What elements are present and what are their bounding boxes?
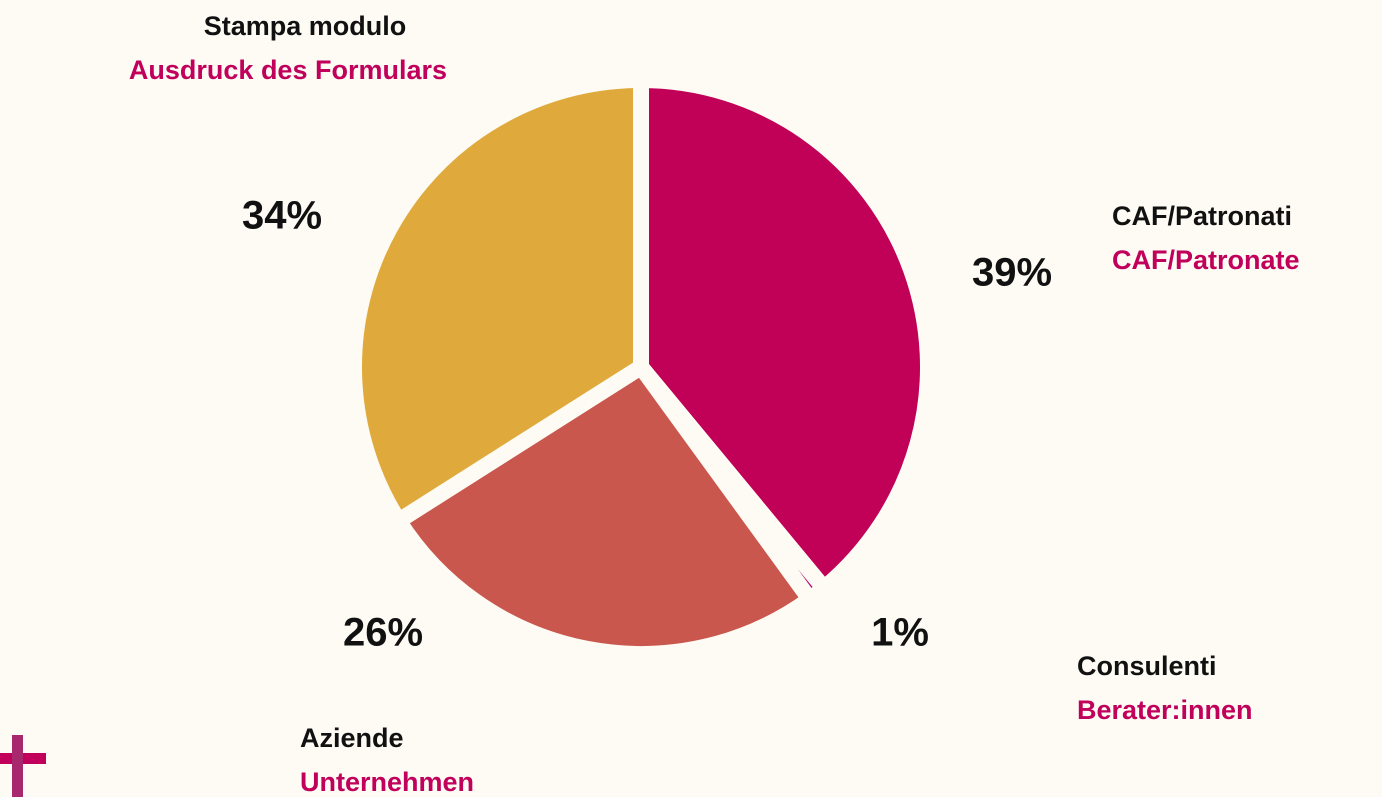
category-label-de: Unternehmen <box>300 767 474 797</box>
value-label: 26% <box>343 611 423 655</box>
value-label: 1% <box>871 611 929 655</box>
category-label: CAF/Patronati <box>1112 201 1292 231</box>
plus-icon <box>0 735 46 797</box>
value-label: 39% <box>972 251 1052 295</box>
category-label: Aziende <box>300 723 404 753</box>
pie-slice <box>633 71 936 600</box>
category-label: Stampa modulo <box>204 11 407 41</box>
pie-slice <box>387 356 821 662</box>
value-label: 34% <box>242 194 322 238</box>
pie-slice <box>346 71 649 532</box>
category-label-de: Ausdruck des Formulars <box>129 55 447 85</box>
category-label: Consulenti <box>1077 651 1217 681</box>
category-label-de: Berater:innen <box>1077 695 1253 725</box>
category-label-de: CAF/Patronate <box>1112 245 1300 275</box>
